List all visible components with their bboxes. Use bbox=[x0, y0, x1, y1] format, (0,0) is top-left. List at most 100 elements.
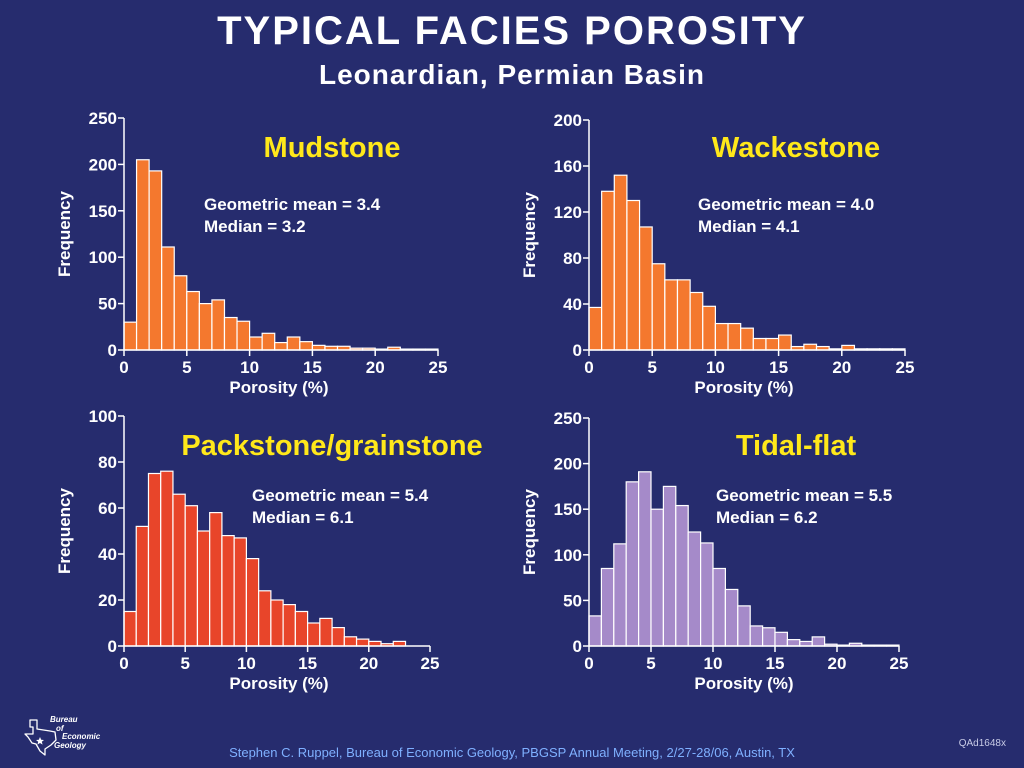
page-title: TYPICAL FACIES POROSITY bbox=[217, 9, 807, 53]
histogram-bar bbox=[712, 567, 726, 647]
histogram-bar bbox=[294, 610, 309, 647]
x-axis-label: Porosity (%) bbox=[694, 378, 793, 397]
chart-title: Mudstone bbox=[264, 132, 401, 164]
histogram-bar bbox=[799, 640, 813, 647]
y-tick-label: 200 bbox=[554, 111, 582, 130]
histogram-bar bbox=[662, 485, 677, 647]
histogram-bar bbox=[891, 348, 906, 351]
x-tick-label: 15 bbox=[298, 654, 317, 673]
stats-annotation: Median = 6.1 bbox=[252, 508, 354, 527]
histogram-bar bbox=[249, 336, 263, 351]
y-tick-label: 150 bbox=[89, 202, 117, 221]
y-axis-label: Frequency bbox=[55, 190, 74, 277]
y-tick-label: 20 bbox=[98, 591, 117, 610]
y-axis-label: Frequency bbox=[55, 487, 74, 574]
histogram-bar bbox=[299, 341, 313, 351]
logo-text-line: Economic bbox=[62, 732, 101, 741]
chart-title: Wackestone bbox=[712, 132, 880, 164]
x-tick-label: 25 bbox=[896, 358, 915, 377]
histogram-bar bbox=[714, 322, 729, 351]
histogram-bar bbox=[749, 625, 764, 647]
histogram-bar bbox=[740, 327, 754, 351]
y-tick-label: 80 bbox=[563, 249, 582, 268]
x-tick-label: 10 bbox=[237, 654, 256, 673]
histogram-bar bbox=[274, 341, 288, 351]
histogram-bar bbox=[331, 626, 345, 647]
histogram-bar bbox=[147, 472, 162, 647]
histogram-bar bbox=[689, 291, 704, 351]
logo-text-line: Bureau bbox=[50, 715, 78, 724]
histogram-bar bbox=[638, 226, 653, 351]
histogram-bar bbox=[311, 344, 326, 351]
histogram-bar bbox=[823, 643, 838, 647]
x-axis-label: Porosity (%) bbox=[229, 674, 328, 693]
logo-text-line: of bbox=[56, 723, 64, 733]
histogram-bar bbox=[161, 246, 175, 351]
histogram-bar bbox=[233, 537, 248, 647]
histogram-bar bbox=[261, 332, 276, 351]
stats-annotation: Geometric mean = 5.4 bbox=[252, 486, 429, 505]
histogram-bar bbox=[836, 644, 850, 647]
histogram-bar bbox=[702, 305, 717, 351]
histogram-bar bbox=[625, 481, 640, 647]
logo-text-line: Geology bbox=[54, 740, 87, 750]
page-subtitle: Leonardian, Permian Basin bbox=[319, 59, 705, 90]
histogram-bar bbox=[387, 346, 401, 351]
y-tick-label: 100 bbox=[89, 407, 117, 426]
histogram-bar bbox=[828, 348, 843, 351]
histogram-bar bbox=[221, 534, 235, 647]
y-tick-label: 250 bbox=[89, 109, 117, 128]
histogram-bar bbox=[172, 493, 186, 647]
stats-annotation: Geometric mean = 5.5 bbox=[716, 486, 892, 505]
histogram-bar bbox=[148, 170, 163, 351]
histogram-bar bbox=[765, 337, 780, 351]
histogram-bar bbox=[349, 347, 364, 351]
histogram-bar bbox=[324, 345, 339, 351]
x-tick-label: 25 bbox=[421, 654, 440, 673]
y-tick-label: 200 bbox=[554, 455, 582, 474]
x-tick-label: 20 bbox=[832, 358, 851, 377]
histogram-bar bbox=[173, 275, 188, 351]
histogram-bar bbox=[588, 615, 602, 647]
histogram-bar bbox=[687, 531, 702, 647]
histogram-bar bbox=[699, 542, 714, 647]
y-tick-label: 50 bbox=[563, 591, 582, 610]
histogram-bar bbox=[774, 631, 788, 647]
y-tick-label: 0 bbox=[573, 637, 582, 656]
x-tick-label: 0 bbox=[119, 654, 128, 673]
x-tick-label: 15 bbox=[769, 358, 788, 377]
histogram-bar bbox=[336, 345, 351, 351]
histogram-bar bbox=[223, 316, 238, 351]
y-tick-label: 80 bbox=[98, 453, 117, 472]
histogram-bar bbox=[637, 471, 652, 647]
histogram-bar bbox=[424, 348, 439, 351]
histogram-bar bbox=[123, 610, 137, 647]
histogram-bar bbox=[676, 279, 691, 351]
histogram-bar bbox=[123, 321, 138, 351]
x-tick-label: 15 bbox=[303, 358, 322, 377]
texas-outline-icon bbox=[24, 719, 57, 756]
histogram-bar bbox=[374, 348, 389, 351]
histogram-bar bbox=[399, 348, 414, 351]
histogram-bar bbox=[664, 279, 679, 351]
histogram-bar bbox=[186, 290, 200, 351]
y-tick-label: 50 bbox=[98, 295, 117, 314]
footer-credit: Stephen C. Ruppel, Bureau of Economic Ge… bbox=[229, 745, 795, 760]
stats-annotation: Median = 4.1 bbox=[698, 217, 800, 236]
stats-annotation: Geometric mean = 3.4 bbox=[204, 195, 381, 214]
histogram-bar bbox=[258, 590, 272, 647]
histogram-bar bbox=[160, 470, 174, 647]
histogram-bar bbox=[307, 622, 321, 647]
histogram-bar bbox=[848, 642, 863, 647]
histogram-bar bbox=[343, 636, 358, 647]
histogram-bar bbox=[786, 639, 801, 647]
y-tick-label: 100 bbox=[89, 248, 117, 267]
x-tick-label: 5 bbox=[647, 358, 656, 377]
histogram-bar bbox=[811, 636, 826, 647]
histogram-bar bbox=[362, 347, 376, 351]
histogram-bar bbox=[803, 343, 818, 351]
x-tick-label: 20 bbox=[366, 358, 385, 377]
